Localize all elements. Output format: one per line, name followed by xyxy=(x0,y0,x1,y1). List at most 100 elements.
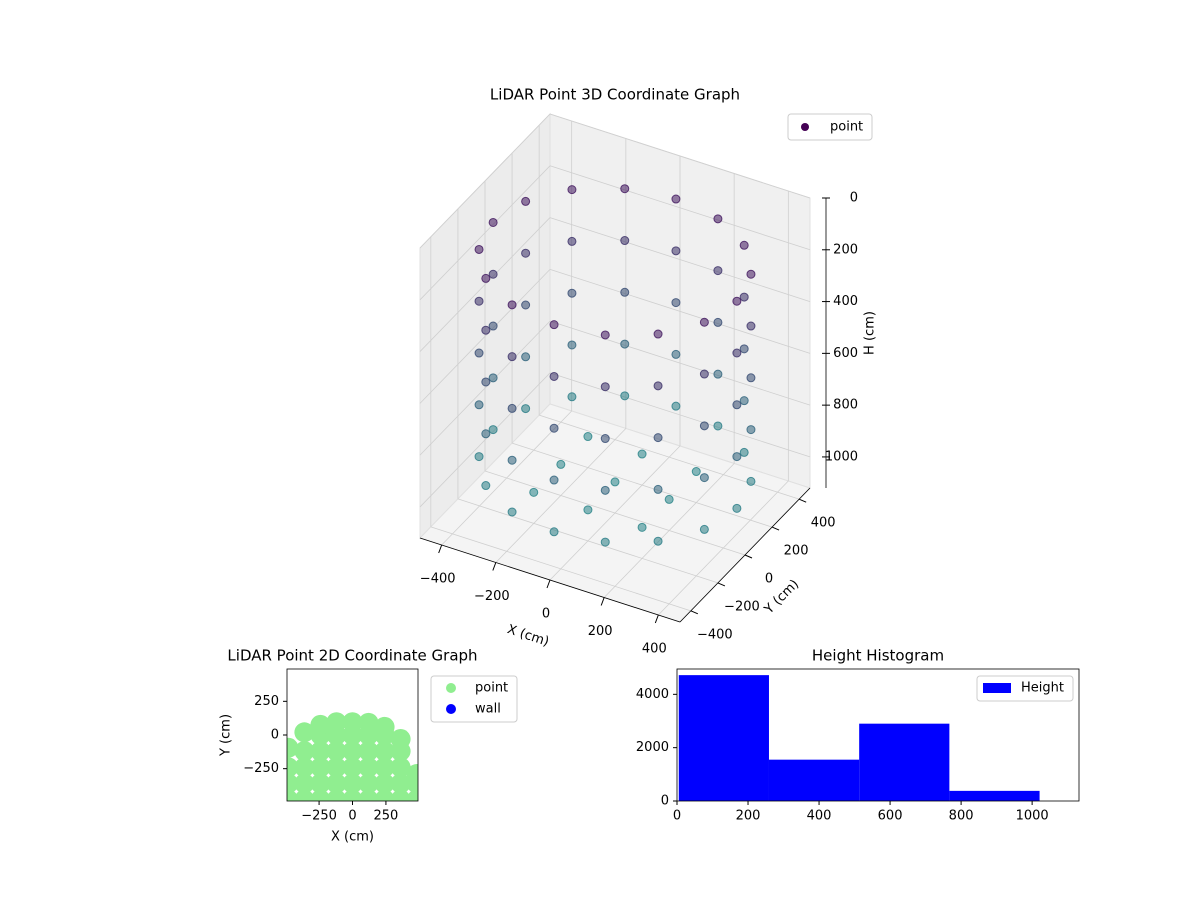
grid-line xyxy=(549,113,811,199)
grid-line xyxy=(549,217,811,302)
point xyxy=(488,373,498,383)
point xyxy=(699,317,709,327)
point xyxy=(732,400,742,410)
z-tick-label: 600 xyxy=(833,346,858,361)
point xyxy=(294,757,315,778)
point xyxy=(732,348,742,358)
bar xyxy=(859,723,950,801)
x-tick-label: 1000 xyxy=(1016,809,1049,824)
grid-line xyxy=(419,113,551,249)
y-tick-label: 0 xyxy=(661,794,669,809)
point xyxy=(549,371,559,381)
point xyxy=(342,773,363,794)
chart-title: Height Histogram xyxy=(812,647,944,665)
point xyxy=(549,475,559,485)
point xyxy=(620,391,630,401)
bar xyxy=(678,675,769,801)
y-tick xyxy=(744,554,753,559)
grid-line xyxy=(419,320,551,456)
point xyxy=(358,712,379,733)
point xyxy=(326,789,347,801)
point xyxy=(474,348,484,358)
x-axis-label: X (cm) xyxy=(331,830,374,845)
point xyxy=(374,773,395,794)
x-tick-label: 0 xyxy=(542,607,550,622)
point xyxy=(294,789,315,801)
point xyxy=(507,507,517,517)
point xyxy=(739,240,749,250)
x-tick xyxy=(438,544,443,554)
point xyxy=(746,269,756,279)
point xyxy=(310,789,331,801)
point xyxy=(567,340,577,350)
point xyxy=(732,503,742,513)
point xyxy=(310,741,331,762)
x-tick-label: −200 xyxy=(474,589,510,604)
z-tick-label: 1000 xyxy=(825,449,858,464)
point xyxy=(671,349,681,359)
x-tick-label: 600 xyxy=(878,809,903,824)
point xyxy=(549,320,559,330)
point xyxy=(342,789,363,801)
y-tick-label: 250 xyxy=(254,694,279,709)
point xyxy=(287,773,299,794)
point xyxy=(671,246,681,256)
point xyxy=(620,184,630,194)
point xyxy=(699,473,709,483)
point xyxy=(358,789,379,801)
point xyxy=(691,467,701,477)
point xyxy=(358,741,379,762)
grid-line xyxy=(484,470,746,556)
point xyxy=(664,494,674,504)
point xyxy=(567,288,577,298)
grid-line xyxy=(539,414,800,500)
x-axis-label: X (cm) xyxy=(505,622,551,650)
point xyxy=(746,321,756,331)
point xyxy=(507,403,517,413)
y-tick-label: 0 xyxy=(765,572,773,587)
point xyxy=(342,757,363,778)
x-tick-label: 200 xyxy=(588,624,613,639)
point xyxy=(713,369,723,379)
point xyxy=(567,185,577,195)
point xyxy=(390,773,411,794)
point xyxy=(474,296,484,306)
y-tick xyxy=(690,610,699,615)
point xyxy=(481,273,491,283)
point xyxy=(583,505,593,515)
y-tick-label: −400 xyxy=(697,627,733,642)
point xyxy=(746,373,756,383)
x-tick-label: −250 xyxy=(301,809,337,824)
point xyxy=(567,236,577,246)
point xyxy=(713,214,723,224)
y-tick-label: 0 xyxy=(271,728,279,743)
y-tick xyxy=(771,526,780,531)
point xyxy=(653,381,663,391)
legend-marker xyxy=(801,123,809,131)
point xyxy=(610,477,620,487)
point xyxy=(310,714,331,735)
point xyxy=(342,712,363,733)
x-tick-label: 400 xyxy=(642,642,667,657)
point xyxy=(732,452,742,462)
point xyxy=(637,449,647,459)
point xyxy=(699,524,709,534)
y-tick xyxy=(717,582,726,587)
y-tick-label: −250 xyxy=(243,761,279,776)
x-tick xyxy=(492,562,497,571)
point xyxy=(342,741,363,762)
point xyxy=(521,404,531,414)
point xyxy=(556,459,566,469)
point xyxy=(406,764,418,785)
grid-line xyxy=(549,268,811,354)
point xyxy=(481,377,491,387)
point xyxy=(671,298,681,308)
grid-line xyxy=(419,217,551,352)
z-axis-label: H (cm) xyxy=(863,311,878,355)
grid-line xyxy=(419,269,551,404)
point xyxy=(326,773,347,794)
point xyxy=(671,401,681,411)
legend-label: Height xyxy=(1021,681,1064,696)
point xyxy=(746,425,756,435)
